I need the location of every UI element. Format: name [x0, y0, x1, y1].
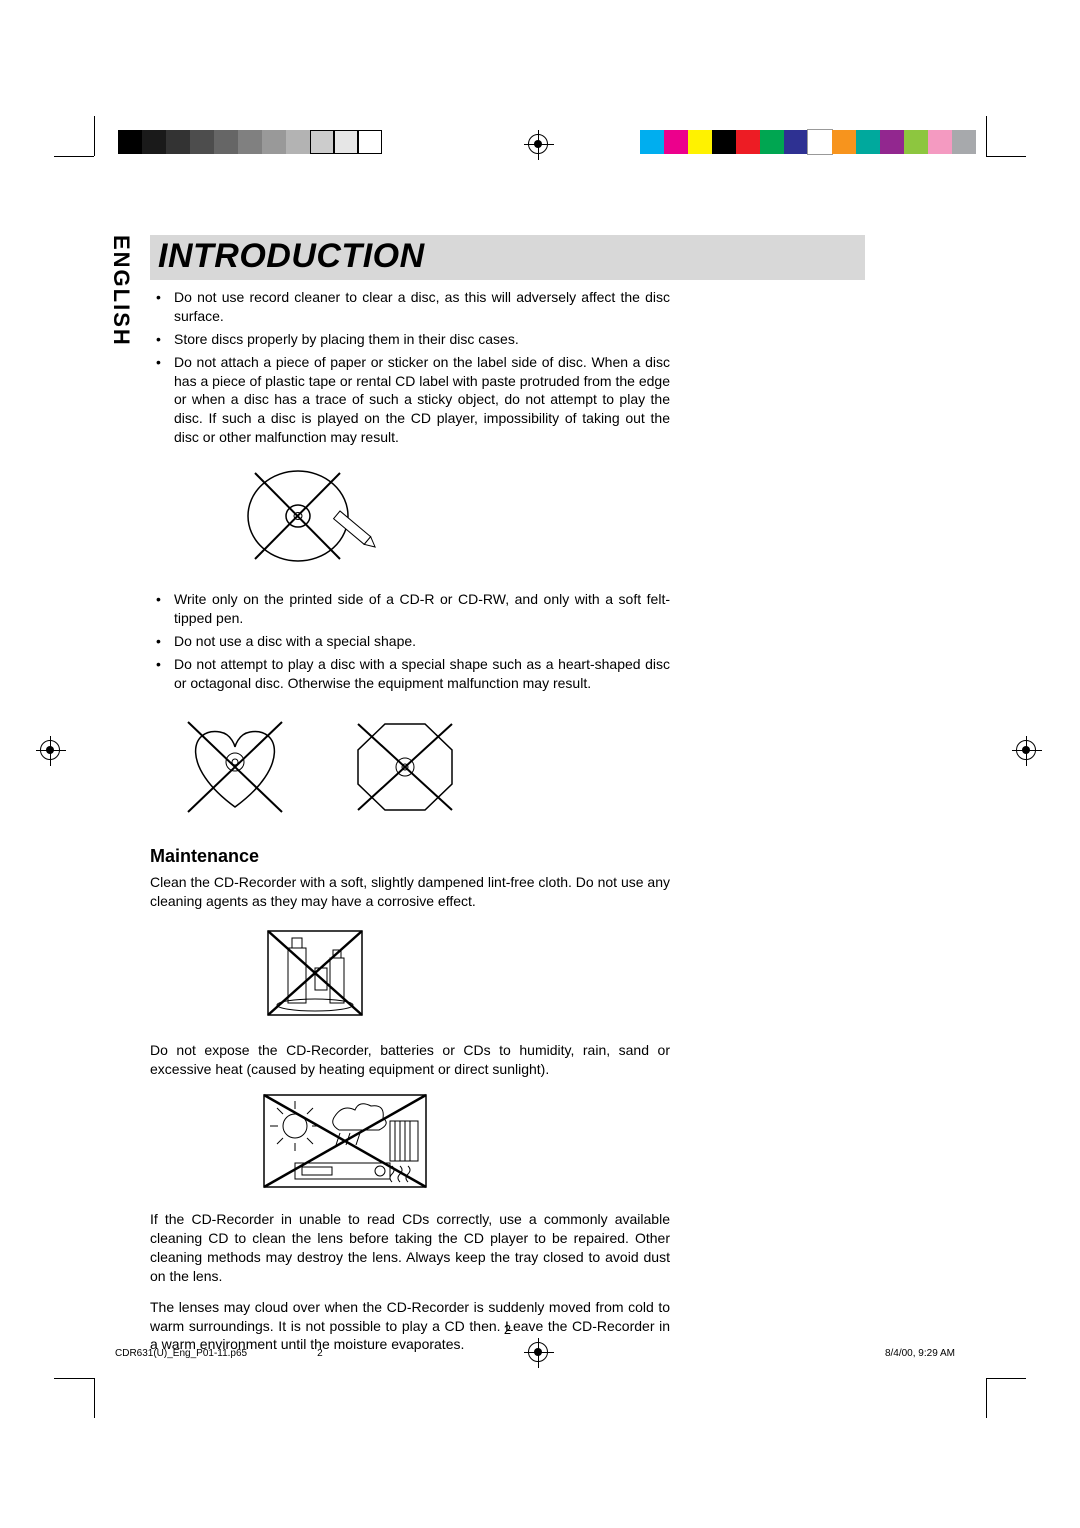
maintenance-p3: If the CD-Recorder in unable to read CDs… — [150, 1210, 670, 1286]
registration-mark-right — [1016, 740, 1036, 760]
footer-sheet: 2 — [317, 1348, 323, 1359]
language-label: ENGLISH — [108, 235, 134, 347]
page-title: INTRODUCTION — [158, 237, 857, 276]
bullet-item: Store discs properly by placing them in … — [150, 330, 670, 349]
text-column: Do not use record cleaner to clear a dis… — [150, 288, 670, 1354]
color-bar — [640, 130, 976, 154]
bullet-item: Do not use a disc with a special shape. — [150, 632, 670, 651]
bullet-item: Write only on the printed side of a CD-R… — [150, 590, 670, 628]
maintenance-p1: Clean the CD-Recorder with a soft, sligh… — [150, 873, 670, 911]
figure-disc-no-sticker — [240, 461, 670, 576]
title-bar: INTRODUCTION — [150, 235, 865, 280]
figure-no-cleaners — [260, 923, 670, 1028]
page-number: 2 — [150, 1322, 865, 1337]
registration-mark-left — [40, 740, 60, 760]
figure-no-heat-humidity — [260, 1091, 670, 1196]
bullet-list-top: Do not use record cleaner to clear a dis… — [150, 288, 670, 447]
bullet-item: Do not use record cleaner to clear a dis… — [150, 288, 670, 326]
registration-mark-top — [528, 134, 548, 154]
footer-filename: CDR631(U)_Eng_P01-11.p65 — [115, 1348, 247, 1359]
page-content: INTRODUCTION Do not use record cleaner t… — [150, 235, 865, 1366]
grayscale-bar — [118, 130, 382, 154]
footer-datetime: 8/4/00, 9:29 AM — [885, 1348, 955, 1359]
maintenance-heading: Maintenance — [150, 844, 670, 868]
maintenance-p2: Do not expose the CD-Recorder, batteries… — [150, 1041, 670, 1079]
bullet-list-mid: Write only on the printed side of a CD-R… — [150, 590, 670, 692]
figure-special-shapes — [170, 712, 670, 822]
bullet-item: Do not attach a piece of paper or sticke… — [150, 353, 670, 447]
bullet-item: Do not attempt to play a disc with a spe… — [150, 655, 670, 693]
footer: CDR631(U)_Eng_P01-11.p65 2 8/4/00, 9:29 … — [115, 1348, 955, 1359]
